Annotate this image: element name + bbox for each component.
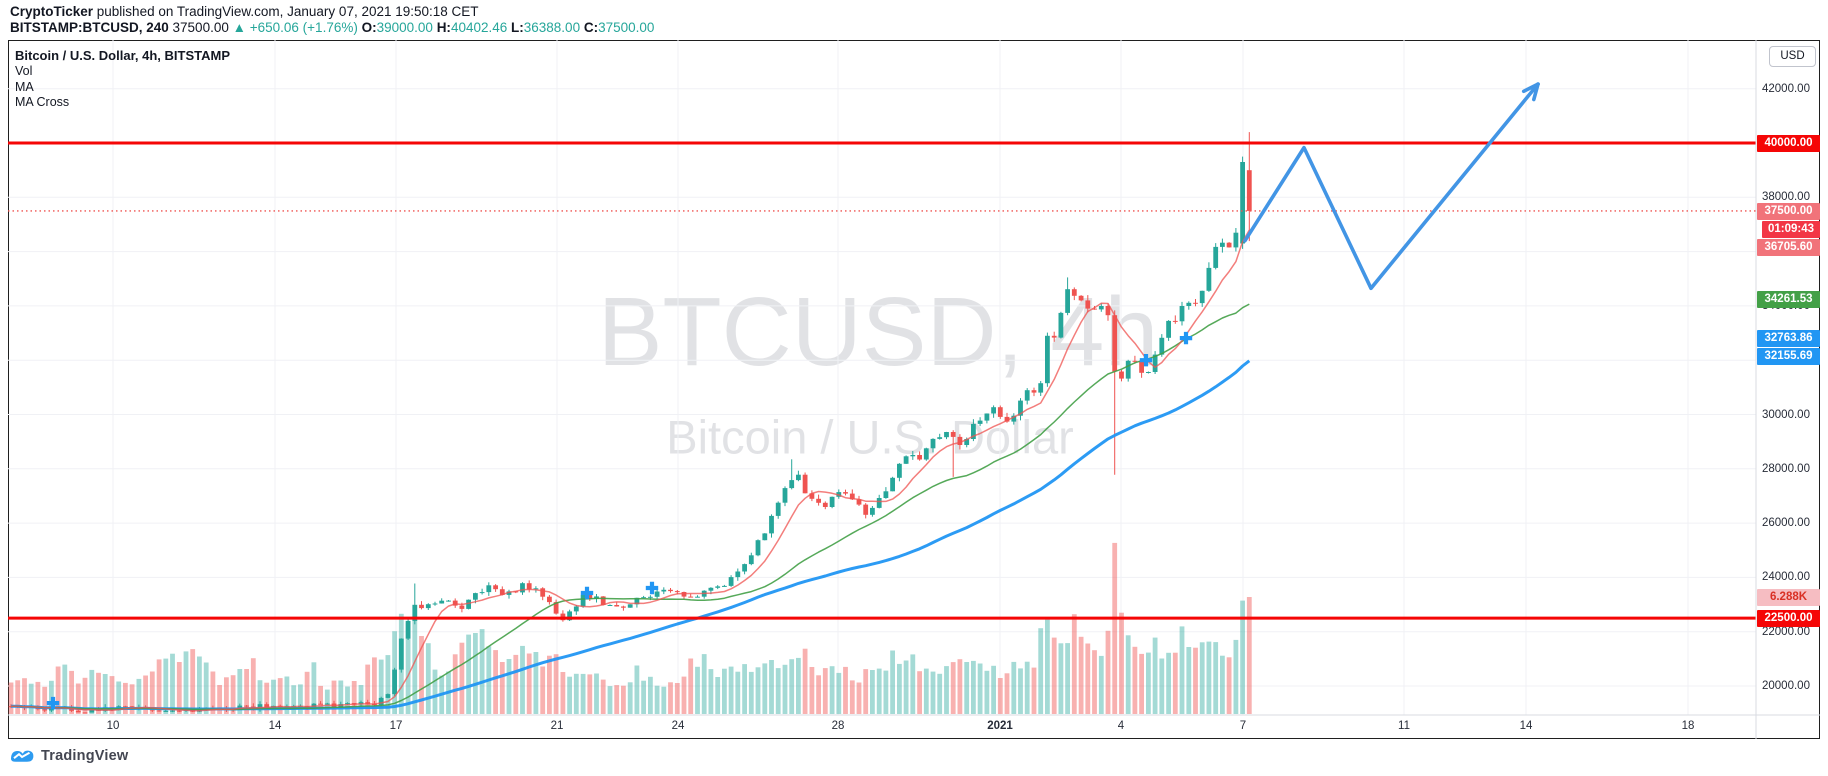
byline-text: published on TradingView.com, January 07… — [93, 4, 479, 19]
legend-indicator-ma-cross[interactable]: MA Cross — [15, 95, 70, 109]
time-tick-label: 17 — [389, 720, 403, 732]
chart-widget-frame — [8, 40, 1820, 739]
open-label: O: — [361, 20, 377, 35]
chart-legend: Bitcoin / U.S. Dollar, 4h, BITSTAMP Vol … — [15, 47, 230, 111]
price-tick-label: 38000.00 — [1762, 191, 1810, 204]
close-value: 37500.00 — [598, 20, 655, 35]
close-label: C: — [583, 20, 599, 35]
high-value: 40402.46 — [450, 20, 508, 35]
tradingview-attribution[interactable]: TradingView — [9, 746, 128, 766]
price-change: +650.06 (+1.76%) — [249, 20, 358, 35]
price-tick-label: 22000.00 — [1762, 625, 1810, 638]
price-axis-badge: 32763.86 — [1757, 330, 1820, 347]
price-axis-badge: 36705.60 — [1757, 239, 1820, 256]
price-tick-label: 20000.00 — [1762, 680, 1810, 692]
last-price: 37500.00 — [172, 20, 229, 35]
time-tick-label: 14 — [268, 720, 282, 732]
legend-title[interactable]: Bitcoin / U.S. Dollar, 4h, BITSTAMP — [15, 48, 231, 63]
price-tick-label: 28000.00 — [1762, 462, 1810, 475]
price-axis-badge: 34261.53 — [1757, 290, 1820, 308]
time-tick-label: 2021 — [987, 720, 1013, 732]
low-value: 36388.00 — [523, 20, 581, 35]
time-tick-label: 10 — [106, 720, 120, 732]
price-axis-badge: 6.288K — [1757, 588, 1820, 606]
legend-indicator-ma[interactable]: MA — [15, 79, 34, 94]
legend-indicator-vol[interactable]: Vol — [15, 64, 33, 78]
time-tick-label: 24 — [671, 720, 685, 732]
time-tick-label: 21 — [550, 720, 564, 732]
open-value: 39000.00 — [376, 20, 433, 35]
price-axis-badge: 22500.00 — [1757, 609, 1820, 627]
high-label: H: — [436, 20, 451, 35]
symbol-interval: BITSTAMP:BTCUSD, 240 — [10, 20, 169, 35]
time-tick-label: 7 — [1239, 720, 1247, 732]
price-axis-badge: 32155.69 — [1757, 348, 1820, 365]
publish-header: CryptoTicker published on TradingView.co… — [10, 4, 654, 36]
time-tick-label: 4 — [1117, 720, 1125, 732]
time-tick-label: 28 — [831, 720, 845, 732]
up-arrow-icon: ▲ — [232, 20, 246, 35]
price-axis-badge: 01:09:43 — [1762, 221, 1820, 238]
symbol-ohlc-row: BITSTAMP:BTCUSD, 240 37500.00 ▲ +650.06 … — [10, 20, 654, 36]
time-tick-label: 18 — [1681, 720, 1695, 732]
byline: CryptoTicker published on TradingView.co… — [10, 4, 654, 20]
time-tick-label: 11 — [1398, 720, 1410, 732]
price-tick-label: 30000.00 — [1762, 408, 1810, 421]
price-tick-label: 42000.00 — [1762, 82, 1810, 95]
low-label: L: — [511, 20, 524, 35]
price-tick-label: 26000.00 — [1762, 517, 1810, 530]
tradingview-brand-text: TradingView — [41, 748, 129, 764]
author-name: CryptoTicker — [10, 4, 94, 19]
currency-toggle-button[interactable]: USD — [1769, 46, 1816, 67]
price-axis-badge: 37500.00 — [1757, 202, 1820, 220]
price-axis-badge: 40000.00 — [1757, 134, 1820, 152]
tradingview-logo-icon — [11, 750, 34, 762]
time-tick-label: 14 — [1519, 720, 1533, 732]
price-tick-label: 24000.00 — [1762, 571, 1810, 584]
